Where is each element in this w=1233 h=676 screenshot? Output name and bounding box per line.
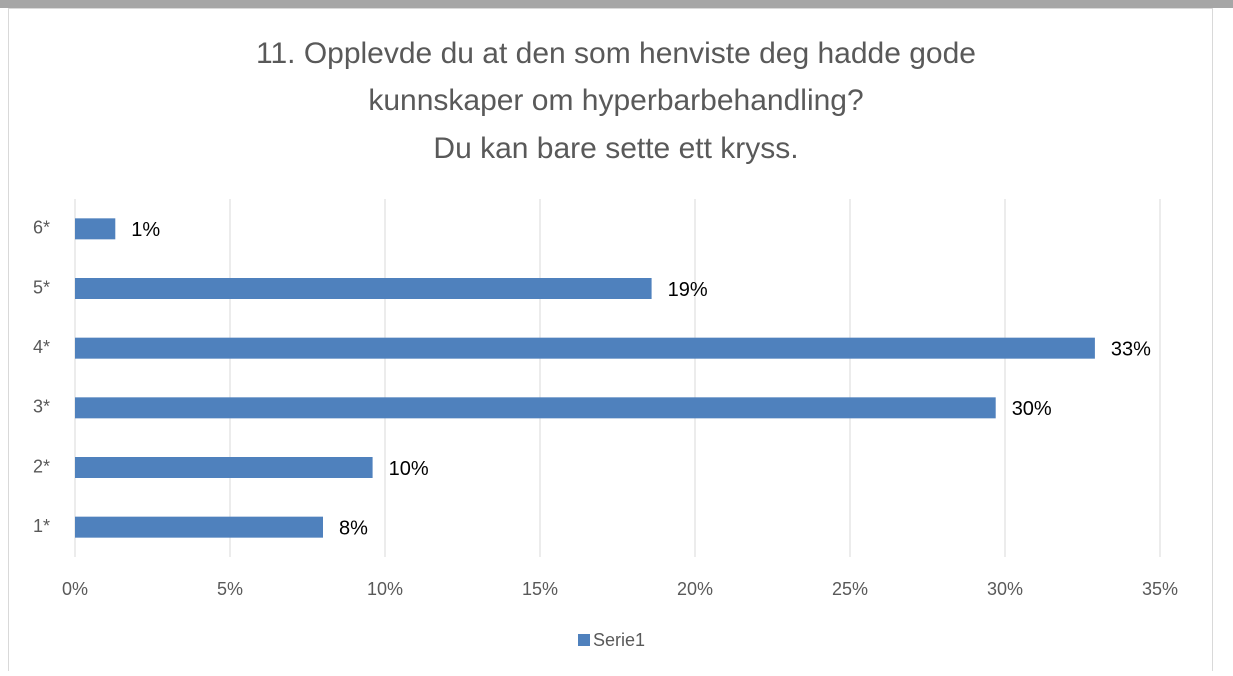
chart-title: 11. Opplevde du at den som henviste deg … <box>256 37 976 70</box>
x-tick-label: 20% <box>677 579 713 599</box>
top-band <box>0 0 1233 8</box>
chart-title: Du kan bare sette ett kryss. <box>433 132 798 165</box>
y-tick-label: 1* <box>33 516 50 536</box>
data-label: 19% <box>668 279 708 301</box>
data-label: 1% <box>131 219 160 241</box>
x-tick-label: 0% <box>62 579 88 599</box>
data-label: 8% <box>339 517 368 539</box>
y-tick-label: 6* <box>33 218 50 238</box>
data-label: 30% <box>1012 398 1052 420</box>
bar <box>75 337 1095 359</box>
x-tick-label: 10% <box>367 579 403 599</box>
bar <box>75 218 116 240</box>
bar <box>75 516 323 538</box>
x-tick-label: 25% <box>832 579 868 599</box>
y-tick-label: 2* <box>33 456 50 476</box>
chart-title: kunnskaper om hyperbarbehandling? <box>368 84 863 117</box>
y-tick-label: 3* <box>33 397 50 417</box>
legend-label: Serie1 <box>593 630 645 650</box>
x-tick-label: 15% <box>522 579 558 599</box>
y-tick-label: 4* <box>33 337 50 357</box>
legend-swatch <box>578 634 590 646</box>
bar <box>75 457 373 478</box>
x-tick-label: 35% <box>1142 579 1178 599</box>
data-label: 10% <box>389 458 429 480</box>
data-label: 33% <box>1111 338 1151 360</box>
y-tick-label: 5* <box>33 277 50 297</box>
bar <box>75 278 652 299</box>
bar <box>75 397 996 419</box>
x-tick-label: 5% <box>217 579 243 599</box>
x-tick-label: 30% <box>987 579 1023 599</box>
